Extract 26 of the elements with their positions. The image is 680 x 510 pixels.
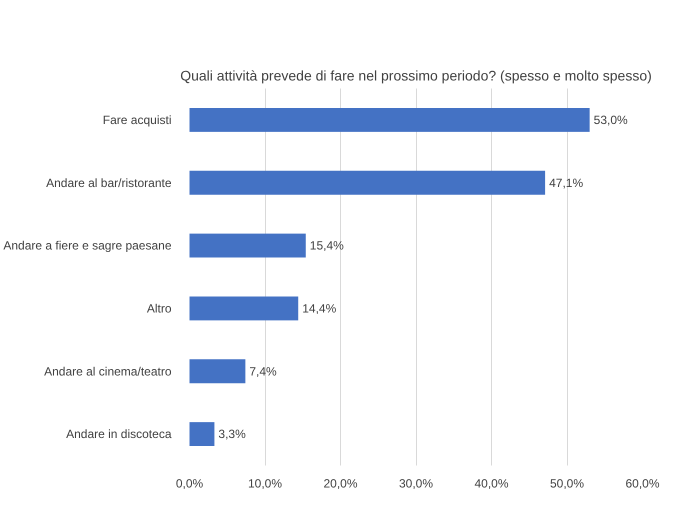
data-label: 15,4% [310,238,344,253]
y-tick-label: Andare in discoteca [66,427,172,442]
chart-title: Quali attività prevede di fare nel prossimo periodo? (spesso e molto spesso) [180,68,652,84]
x-tick-label: 40,0% [474,476,509,490]
x-tick-label: 20,0% [323,476,358,490]
bar [190,359,246,384]
bar [190,108,590,132]
x-tick-label: 10,0% [248,476,282,490]
data-label: 53,0% [594,112,628,127]
data-label: 14,4% [302,301,337,316]
bar [190,296,298,320]
x-tick-label: 50,0% [550,476,584,490]
y-tick-label: Andare al cinema/teatro [44,364,172,378]
y-tick-label: Andare al bar/ristorante [46,176,172,190]
bar [190,422,214,446]
x-tick-label: 0,0% [176,476,204,490]
y-tick-label: Altro [146,301,172,316]
bar [190,234,306,258]
x-tick-label: 60,0% [625,476,660,490]
x-tick-label: 30,0% [398,476,434,490]
y-tick-label: Andare a fiere e sagre paesane [3,238,172,253]
bar [190,170,546,195]
data-label: 3,3% [218,427,246,442]
y-tick-label: Fare acquisti [102,112,172,127]
data-label: 7,4% [249,364,278,378]
data-label: 47,1% [549,176,584,190]
